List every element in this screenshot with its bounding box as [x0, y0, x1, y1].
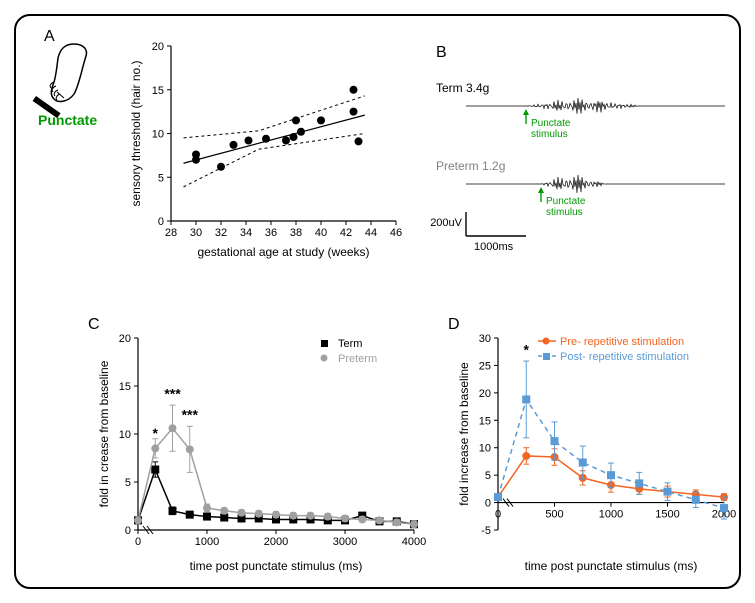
svg-text:***: *** — [164, 385, 181, 401]
svg-text:40: 40 — [315, 227, 327, 239]
svg-text:1500: 1500 — [655, 509, 679, 521]
svg-text:44: 44 — [365, 227, 377, 239]
svg-text:Term 3.4g: Term 3.4g — [436, 81, 489, 95]
svg-text:38: 38 — [290, 227, 302, 239]
svg-text:30: 30 — [190, 227, 202, 239]
svg-text:-5: -5 — [481, 525, 491, 537]
svg-text:20: 20 — [119, 333, 131, 345]
svg-text:25: 25 — [479, 360, 491, 372]
svg-text:500: 500 — [545, 509, 563, 521]
panel-label-b: B — [436, 44, 447, 62]
svg-text:42: 42 — [340, 227, 352, 239]
svg-text:200uV: 200uV — [430, 217, 462, 229]
svg-text:5: 5 — [485, 470, 491, 482]
svg-text:0: 0 — [158, 216, 164, 228]
svg-text:Pre- repetitive stimulation: Pre- repetitive stimulation — [560, 336, 684, 348]
svg-text:10: 10 — [152, 129, 164, 141]
svg-text:fold in crease from baseline: fold in crease from baseline — [97, 360, 111, 507]
svg-text:sensory threshold (hair no.): sensory threshold (hair no.) — [129, 60, 143, 206]
svg-text:*: * — [153, 425, 159, 441]
svg-text:4000: 4000 — [402, 536, 426, 548]
svg-text:Preterm 1.2g: Preterm 1.2g — [436, 159, 505, 173]
svg-text:Punctate: Punctate — [546, 196, 586, 207]
svg-text:30: 30 — [479, 333, 491, 345]
svg-text:15: 15 — [119, 381, 131, 393]
svg-text:1000: 1000 — [195, 536, 219, 548]
svg-text:1000: 1000 — [599, 509, 623, 521]
svg-text:time post punctate stimulus (: time post punctate stimulus (ms) — [525, 559, 698, 573]
svg-text:28: 28 — [165, 227, 177, 239]
svg-text:34: 34 — [240, 227, 252, 239]
svg-text:0: 0 — [495, 509, 501, 521]
svg-text:20: 20 — [479, 388, 491, 400]
svg-text:2000: 2000 — [264, 536, 288, 548]
svg-text:3000: 3000 — [333, 536, 357, 548]
svg-text:5: 5 — [125, 477, 131, 489]
chart-c: 0 1000 2000 3000 4000 0 5 10 15 20 time post punct… — [94, 328, 424, 578]
svg-text:46: 46 — [390, 227, 402, 239]
chart-a: 28 30 32 34 36 38 40 42 44 46 0 5 10 15 20 gestational … — [126, 36, 406, 266]
svg-text:15: 15 — [479, 415, 491, 427]
svg-text:Term: Term — [338, 338, 362, 350]
figure-frame: A B C D Punctate 28303234363840424446051… — [14, 14, 741, 589]
svg-text:stimulus: stimulus — [531, 129, 568, 140]
svg-text:32: 32 — [215, 227, 227, 239]
svg-text:5: 5 — [158, 172, 164, 184]
svg-text:0: 0 — [485, 498, 491, 510]
svg-text:20: 20 — [152, 41, 164, 53]
svg-text:gestational age at study (week: gestational age at study (weeks) — [197, 245, 369, 259]
punctate-label: Punctate — [38, 112, 97, 128]
svg-text:Post- repetitive stimulation: Post- repetitive stimulation — [560, 351, 689, 363]
svg-text:stimulus: stimulus — [546, 207, 583, 218]
svg-text:10: 10 — [119, 429, 131, 441]
chart-d: 0500100015002000-5051015202530time post … — [454, 328, 734, 578]
svg-text:*: * — [524, 341, 530, 357]
svg-text:0: 0 — [125, 525, 131, 537]
svg-text:1000ms: 1000ms — [474, 241, 514, 253]
svg-text:15: 15 — [152, 85, 164, 97]
panel-b-traces: Term 3.4gPunctatestimulusPreterm 1.2gPun… — [436, 66, 736, 276]
svg-text:10: 10 — [479, 443, 491, 455]
svg-text:time post punctate stimulus (m: time post punctate stimulus (ms) — [190, 559, 363, 573]
svg-text:Punctate: Punctate — [531, 118, 571, 129]
svg-text:0: 0 — [135, 536, 141, 548]
svg-text:Preterm: Preterm — [338, 353, 377, 365]
svg-text:fold increase from baseline: fold increase from baseline — [457, 362, 471, 506]
svg-text:36: 36 — [265, 227, 277, 239]
svg-text:***: *** — [182, 407, 199, 423]
